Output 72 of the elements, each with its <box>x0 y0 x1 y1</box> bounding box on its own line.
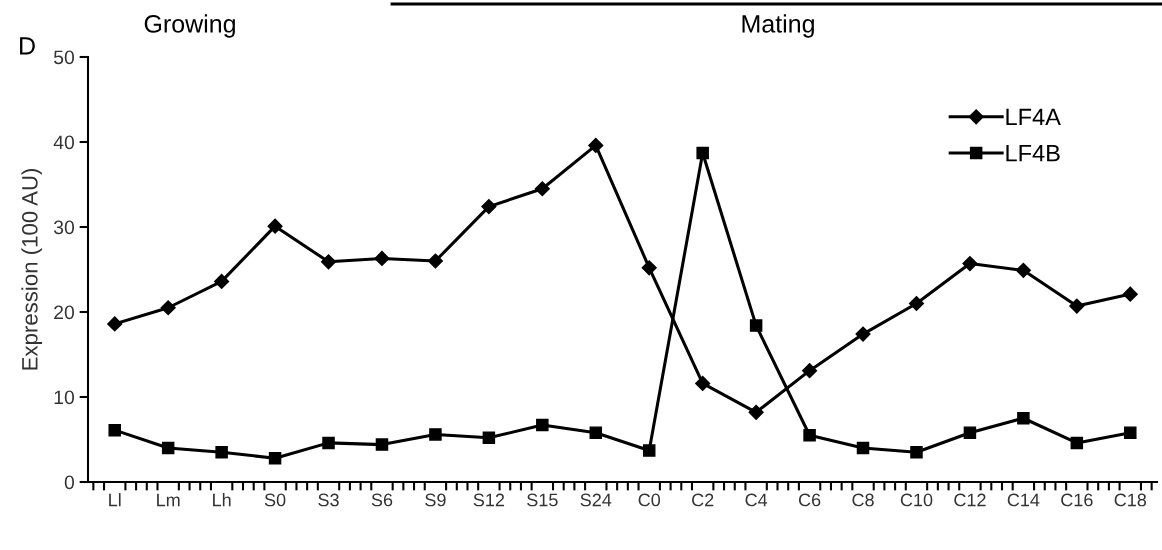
point <box>1070 436 1084 450</box>
point <box>429 428 442 441</box>
x-tick-label: S0 <box>264 493 286 507</box>
legend-label: LF4A <box>1006 108 1061 126</box>
point <box>267 218 283 234</box>
point <box>1122 286 1138 302</box>
point <box>855 326 871 342</box>
point <box>107 316 123 332</box>
point <box>534 181 550 197</box>
y-tick-label: 0 <box>64 475 75 490</box>
x-tick-label: S9 <box>425 493 446 507</box>
point <box>803 428 816 442</box>
point <box>695 375 711 391</box>
point <box>1015 262 1031 278</box>
y-axis-title: Expression (100 AU) <box>21 168 43 370</box>
point <box>215 445 228 459</box>
y-tick-label: 40 <box>53 135 75 150</box>
point <box>962 255 978 272</box>
x-tick-label: C4 <box>745 493 768 507</box>
point <box>108 423 121 437</box>
y-tick-label: 30 <box>53 220 75 235</box>
x-tick-label: Lm <box>157 493 180 507</box>
point <box>268 451 282 465</box>
point <box>536 418 549 432</box>
x-tick-label: C14 <box>1007 493 1040 507</box>
point <box>320 254 337 270</box>
text: Growing <box>144 14 235 38</box>
point <box>214 273 230 289</box>
point <box>161 441 175 455</box>
y-tick-label: 50 <box>53 50 75 65</box>
legend-label: LF4B <box>1006 145 1060 162</box>
point <box>589 426 603 439</box>
point <box>802 363 818 379</box>
point <box>374 250 390 267</box>
point <box>482 431 496 445</box>
x-tick-label: C0 <box>638 493 661 507</box>
point <box>1017 411 1030 425</box>
x-tick-label: Lh <box>213 493 231 507</box>
x-tick-label: C8 <box>852 493 874 507</box>
point <box>908 295 925 312</box>
point <box>749 319 763 332</box>
point <box>160 300 176 316</box>
text: D <box>20 37 35 55</box>
point <box>963 426 977 439</box>
x-tick-label: C18 <box>1114 493 1147 507</box>
point <box>642 444 656 457</box>
x-tick-label: C6 <box>798 493 821 507</box>
point <box>427 253 443 269</box>
x-tick-label: C2 <box>692 493 714 507</box>
x-tick-label: C16 <box>1061 493 1093 507</box>
point <box>481 199 497 215</box>
point <box>375 438 389 451</box>
point <box>1124 426 1137 439</box>
y-tick-label: 20 <box>54 305 75 320</box>
text: Mating <box>742 14 814 38</box>
x-tick-label: S15 <box>527 493 558 507</box>
point <box>696 146 709 160</box>
point <box>1069 298 1085 314</box>
y-tick-label: 10 <box>54 390 75 405</box>
point <box>748 404 764 420</box>
point <box>588 137 604 153</box>
x-tick-label: S24 <box>580 493 612 507</box>
x-tick-label: C12 <box>954 493 986 507</box>
point <box>856 441 870 455</box>
point <box>641 260 657 276</box>
x-tick-label: S6 <box>371 493 393 507</box>
x-tick-label: S3 <box>318 493 339 507</box>
x-tick-label: Ll <box>109 493 121 507</box>
point <box>910 445 923 459</box>
x-tick-label: S12 <box>473 493 505 507</box>
x-tick-label: C10 <box>900 493 933 507</box>
point <box>322 436 335 450</box>
